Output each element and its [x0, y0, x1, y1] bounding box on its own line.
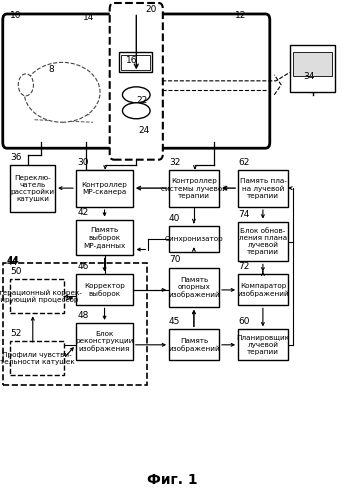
Text: 32: 32: [169, 158, 180, 167]
Text: Память
выборок
МР-данных: Память выборок МР-данных: [83, 227, 126, 248]
Text: Итерационный коррек-
тирующий процессор: Итерационный коррек- тирующий процессор: [0, 289, 81, 303]
Text: 46: 46: [78, 262, 89, 271]
Text: 45: 45: [169, 317, 180, 326]
Text: Профили чувстви-
тельности катушек: Профили чувстви- тельности катушек: [0, 352, 75, 365]
Text: 10: 10: [10, 11, 22, 20]
Bar: [76, 220, 133, 255]
Bar: [169, 329, 219, 360]
FancyBboxPatch shape: [158, 14, 270, 148]
Text: Переклю-
чатель
расстройки
катушки: Переклю- чатель расстройки катушки: [11, 175, 55, 202]
Text: Контроллер
системы лучевой
терапии: Контроллер системы лучевой терапии: [161, 178, 227, 199]
Text: Блок обнов-
ления плана
лучевой
терапии: Блок обнов- ления плана лучевой терапии: [239, 228, 287, 255]
Bar: [76, 274, 133, 305]
Ellipse shape: [122, 87, 150, 103]
Text: Корректор
выборок: Корректор выборок: [84, 283, 125, 297]
Text: 36: 36: [10, 153, 22, 162]
Text: 12: 12: [235, 11, 246, 20]
Text: Компаратор
изображений: Компаратор изображений: [237, 283, 289, 297]
FancyBboxPatch shape: [3, 14, 115, 148]
Bar: [10, 279, 64, 313]
Text: 30: 30: [78, 158, 89, 167]
Text: Контроллер
МР-сканера: Контроллер МР-сканера: [81, 182, 127, 195]
Bar: [238, 170, 288, 207]
Ellipse shape: [122, 103, 150, 119]
Text: 16: 16: [126, 56, 137, 65]
Text: 48: 48: [78, 311, 89, 320]
Circle shape: [18, 74, 33, 96]
Text: 8: 8: [48, 65, 54, 74]
Bar: [10, 341, 64, 375]
FancyBboxPatch shape: [110, 3, 163, 160]
Text: 44: 44: [6, 256, 19, 265]
Bar: [238, 222, 288, 261]
Text: 20: 20: [145, 5, 156, 14]
Bar: [76, 170, 133, 207]
Text: 62: 62: [238, 158, 249, 167]
Bar: [76, 323, 133, 360]
Ellipse shape: [24, 62, 100, 122]
Text: Память
опорных
изображений: Память опорных изображений: [168, 277, 220, 298]
Text: Память
изображений: Память изображений: [168, 338, 220, 352]
Bar: [238, 274, 288, 305]
Text: Блок
реконструкции
изображения: Блок реконструкции изображения: [75, 331, 134, 352]
Bar: [290, 45, 335, 92]
Text: Память пла-
на лучевой
терапии: Память пла- на лучевой терапии: [240, 178, 286, 199]
Bar: [121, 55, 150, 70]
Text: 42: 42: [78, 208, 89, 217]
Bar: [169, 226, 219, 252]
Bar: [293, 52, 332, 76]
Text: 44: 44: [6, 258, 18, 267]
Text: 74: 74: [238, 210, 249, 219]
Text: Фиг. 1: Фиг. 1: [147, 473, 198, 487]
Bar: [238, 329, 288, 360]
Text: Синхронизатор: Синхронизатор: [165, 236, 224, 242]
Text: 40: 40: [169, 214, 180, 223]
Bar: [3, 263, 147, 385]
Bar: [169, 268, 219, 307]
Text: 72: 72: [238, 262, 249, 271]
Text: 22: 22: [136, 96, 148, 105]
Text: 34: 34: [304, 72, 315, 81]
Text: 24: 24: [138, 126, 149, 135]
Text: Планировщик
лучевой
терапии: Планировщик лучевой терапии: [237, 334, 289, 355]
Bar: [119, 52, 152, 72]
Text: 70: 70: [169, 255, 180, 264]
Bar: [169, 170, 219, 207]
Text: 50: 50: [10, 267, 22, 276]
Bar: [10, 165, 55, 212]
Text: 60: 60: [238, 317, 249, 326]
Text: 52: 52: [10, 329, 22, 338]
Text: 14: 14: [83, 13, 94, 22]
